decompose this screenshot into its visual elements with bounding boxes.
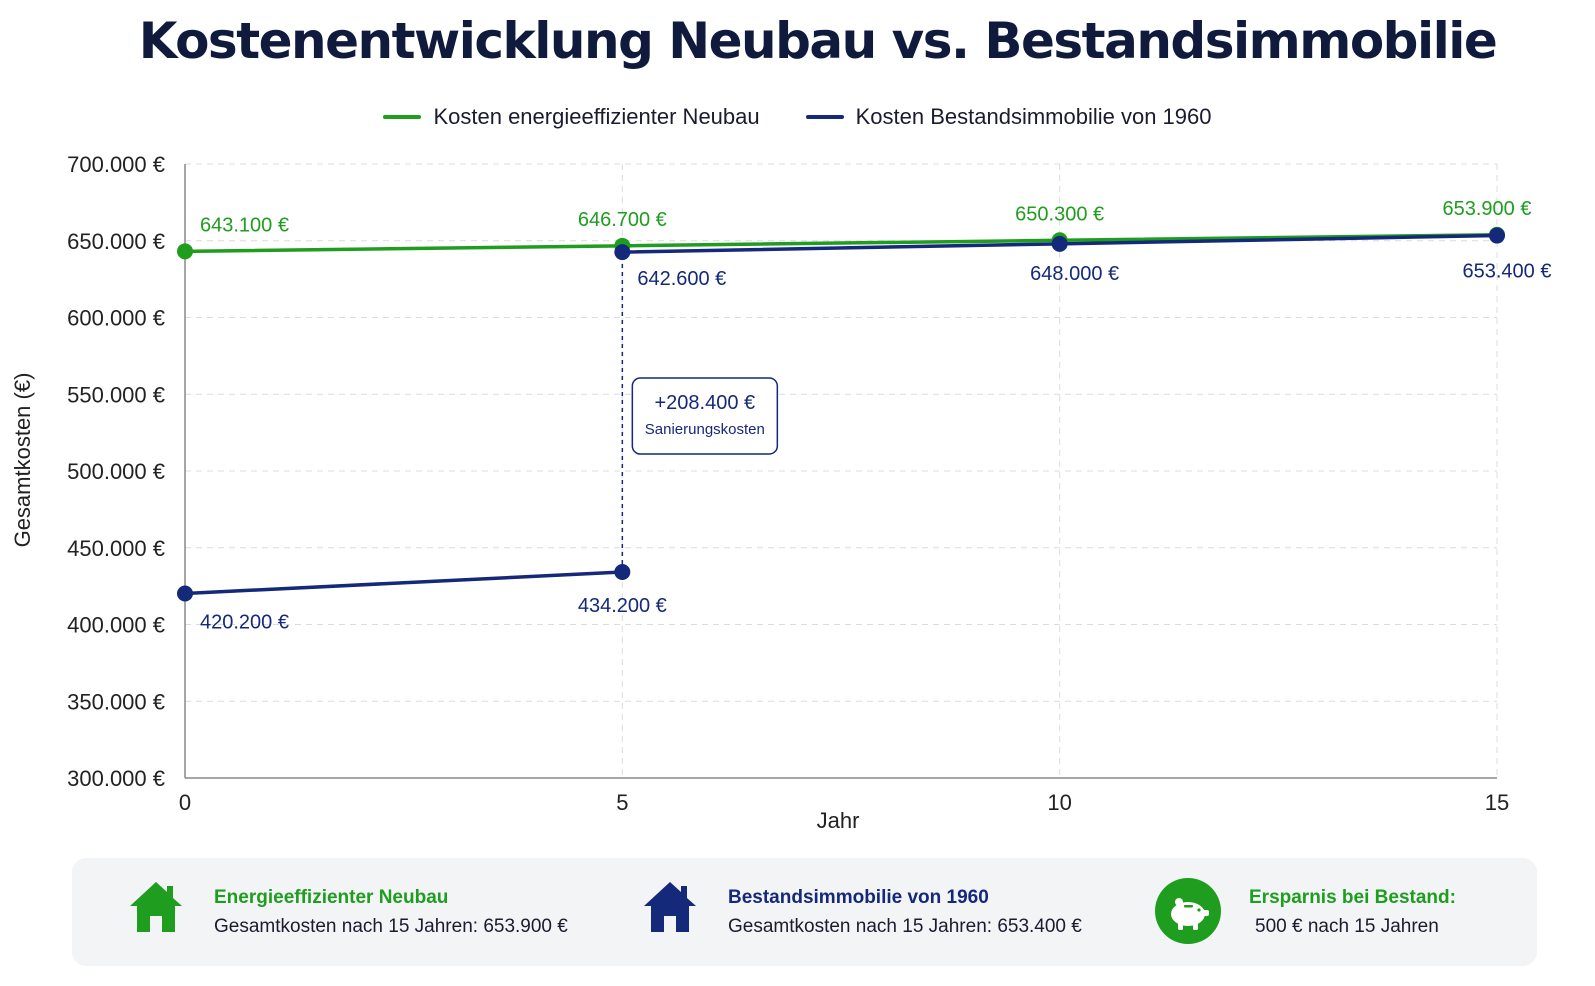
summary-title-bestand: Bestandsimmobilie von 1960	[728, 887, 989, 908]
y-axis-title: Gesamtkosten (€)	[10, 373, 35, 548]
data-label-neubau: 650.300 €	[1015, 203, 1104, 225]
data-point-bestand	[177, 585, 193, 602]
legend-swatch-bestand	[805, 115, 844, 119]
house-icon	[644, 882, 696, 932]
annotation-value: +208.400 €	[655, 392, 756, 414]
data-point-bestand	[1051, 235, 1068, 252]
legend-label-bestand: Kosten Bestandsimmobilie von 1960	[855, 104, 1212, 129]
data-label-bestand: 434.200 €	[578, 595, 667, 617]
x-tick-label: 5	[616, 790, 628, 815]
data-label-neubau: 653.900 €	[1443, 198, 1532, 220]
legend-item-neubau: Kosten energieeffizienter Neubau	[383, 104, 760, 130]
annotation-box	[631, 377, 779, 455]
data-point-bestand	[614, 564, 631, 581]
summary-panel: Energieeffizienter Neubau Gesamtkosten n…	[72, 858, 1537, 966]
legend: Kosten energieeffizienter Neubau Kosten …	[0, 104, 1595, 130]
data-label-neubau: 643.100 €	[200, 214, 289, 236]
x-tick-label: 0	[179, 790, 191, 815]
data-label-bestand: 642.600 €	[637, 268, 726, 290]
y-tick-label: 300.000 €	[67, 766, 165, 791]
summary-text-neubau: Gesamtkosten nach 15 Jahren: 653.900 €	[214, 916, 568, 937]
data-point-bestand	[614, 244, 631, 261]
y-tick-label: 650.000 €	[67, 229, 165, 254]
line-chart: 300.000 € 350.000 € 400.000 € 450.000 € 500.…	[10, 152, 1552, 833]
y-tick-label: 450.000 €	[67, 536, 165, 561]
legend-label-neubau: Kosten energieeffizienter Neubau	[433, 104, 760, 129]
x-tick-label: 10	[1047, 790, 1071, 815]
chart-title: Kostenentwicklung Neubau vs. Bestandsimm…	[138, 12, 1498, 70]
summary-text-bestand: Gesamtkosten nach 15 Jahren: 653.400 €	[728, 916, 1082, 937]
series-line-bestand	[184, 570, 623, 596]
house-icon	[130, 882, 182, 932]
x-axis-title: Jahr	[817, 808, 860, 833]
y-tick-label: 700.000 €	[67, 152, 165, 177]
summary-title-neubau: Energieeffizienter Neubau	[214, 887, 449, 908]
y-tick-label: 400.000 €	[67, 613, 165, 638]
data-label-bestand: 648.000 €	[1030, 263, 1119, 285]
legend-item-bestand: Kosten Bestandsimmobilie von 1960	[805, 104, 1212, 130]
summary-text-ersparnis: 500 € nach 15 Jahren	[1255, 916, 1439, 937]
y-tick-label: 350.000 €	[67, 689, 165, 714]
legend-swatch-neubau	[383, 115, 422, 119]
y-tick-label: 500.000 €	[67, 459, 165, 484]
piggy-bank-icon	[1155, 878, 1221, 944]
data-label-bestand: 653.400 €	[1463, 261, 1552, 283]
y-tick-label: 550.000 €	[67, 382, 165, 407]
series-line-neubau	[184, 233, 1498, 254]
annotation-text: Sanierungskosten	[645, 421, 765, 438]
summary-title-ersparnis: Ersparnis bei Bestand:	[1249, 887, 1456, 908]
y-tick-label: 600.000 €	[67, 306, 165, 331]
data-point-bestand	[1489, 227, 1505, 244]
x-tick-label: 15	[1485, 790, 1509, 815]
data-point-neubau	[177, 243, 193, 260]
data-label-neubau: 646.700 €	[578, 209, 667, 231]
data-label-bestand: 420.200 €	[200, 611, 289, 633]
